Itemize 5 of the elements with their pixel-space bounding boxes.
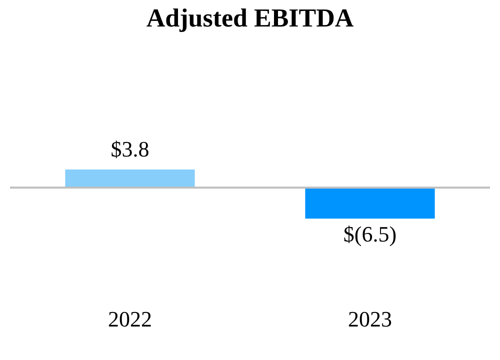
data-label: $(6.5) (343, 221, 397, 246)
x-tick-label: 2022 (108, 306, 152, 332)
chart-title: Adjusted EBITDA (146, 3, 354, 32)
x-tick-label: 2023 (348, 306, 392, 332)
data-label: $3.8 (110, 136, 150, 162)
